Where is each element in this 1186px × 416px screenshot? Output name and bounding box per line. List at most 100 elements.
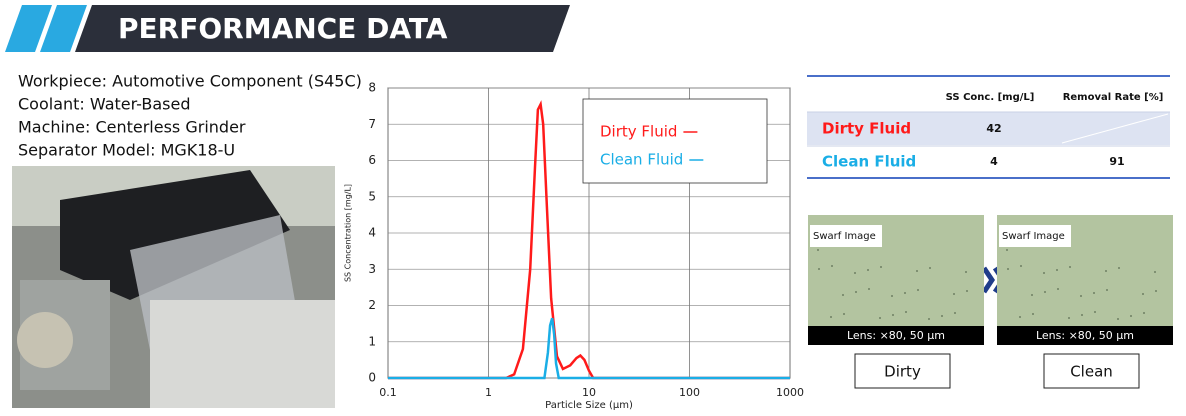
speck	[916, 270, 918, 272]
row-bg	[807, 112, 1170, 145]
row-label: Clean Fluid	[822, 153, 916, 171]
speck	[941, 315, 943, 317]
legend-box	[582, 98, 768, 184]
spec-line: Separator Model: MGK18-U	[18, 141, 235, 160]
speck	[1031, 294, 1033, 296]
speck	[1155, 290, 1157, 292]
speck	[1032, 313, 1034, 315]
speck	[905, 311, 907, 313]
photo	[12, 166, 335, 408]
legend-entry: Dirty Fluid	[600, 123, 677, 141]
x-axis-label: Particle Size (µm)	[545, 400, 633, 411]
speck	[1142, 293, 1144, 295]
y-tick-label: 8	[368, 81, 376, 95]
swarf-label-bg	[999, 225, 1071, 247]
speck	[868, 288, 870, 290]
x-tick-label: 10	[582, 386, 596, 399]
y-tick-label: 6	[368, 153, 376, 167]
speck	[1143, 312, 1145, 314]
speck	[1154, 271, 1156, 273]
header-title: PERFORMANCE DATA	[118, 12, 448, 45]
speck	[1056, 269, 1058, 271]
speck	[1057, 288, 1059, 290]
speck	[880, 266, 882, 268]
stripe	[5, 5, 52, 52]
y-axis-label: SS Concentration [mg/L]	[344, 184, 353, 282]
speck	[1080, 295, 1082, 297]
y-tick-label: 4	[368, 226, 376, 240]
speck	[1105, 270, 1107, 272]
speck	[1093, 292, 1095, 294]
speck	[891, 295, 893, 297]
y-tick-label: 0	[368, 371, 376, 385]
speck	[830, 316, 832, 318]
spec-line: Coolant: Water-Based	[18, 95, 190, 114]
swarf-label: Swarf Image	[813, 231, 876, 242]
swarf-caption: Lens: ×80, 50 µm	[847, 329, 945, 342]
swarf-label-bg	[810, 225, 882, 247]
speck	[855, 291, 857, 293]
speck	[966, 290, 968, 292]
y-tick-label: 5	[368, 189, 376, 203]
speck	[854, 272, 856, 274]
swarf-button-label: Dirty	[884, 363, 921, 381]
swarf-caption: Lens: ×80, 50 µm	[1036, 329, 1134, 342]
spec-line: Machine: Centerless Grinder	[18, 118, 246, 137]
speck	[929, 267, 931, 269]
speck	[843, 313, 845, 315]
cell-slash	[1061, 113, 1169, 144]
y-tick-label: 3	[368, 262, 376, 276]
speck	[1007, 268, 1009, 270]
swarf-button	[1043, 353, 1140, 389]
speck	[817, 249, 819, 251]
header-band	[75, 5, 570, 52]
speck	[1068, 317, 1070, 319]
speck	[917, 289, 919, 291]
speck	[928, 318, 930, 320]
x-tick-label: 100	[679, 386, 700, 399]
speck	[1130, 315, 1132, 317]
x-tick-label: 1000	[776, 386, 804, 399]
caption-bar	[997, 326, 1173, 345]
table-header: SS Conc. [mg/L]	[946, 92, 1035, 103]
speck	[831, 265, 833, 267]
speck	[892, 314, 894, 316]
speck	[1043, 272, 1045, 274]
speck	[1044, 291, 1046, 293]
table-cell: 42	[986, 122, 1001, 135]
speck	[842, 294, 844, 296]
speck	[1081, 314, 1083, 316]
table-cell: 91	[1109, 155, 1124, 168]
speck	[1069, 266, 1071, 268]
speck	[1117, 318, 1119, 320]
speck	[1094, 311, 1096, 313]
y-tick-label: 7	[368, 117, 376, 131]
caption-bar	[808, 326, 984, 345]
x-tick-label: 1	[485, 386, 492, 399]
speck	[1118, 267, 1120, 269]
swarf-button	[854, 353, 951, 389]
speck	[954, 312, 956, 314]
data-line	[388, 100, 790, 380]
speck	[818, 268, 820, 270]
table-cell: 4	[990, 155, 998, 168]
speck	[1106, 289, 1108, 291]
speck	[1006, 249, 1008, 251]
table-header: Removal Rate [%]	[1063, 92, 1164, 103]
y-tick-label: 1	[368, 334, 376, 348]
swarf-label: Swarf Image	[1002, 231, 1065, 242]
speck	[879, 317, 881, 319]
legend-entry: Clean Fluid	[600, 151, 683, 169]
spec-line: Workpiece: Automotive Component (S45C)	[18, 72, 362, 91]
y-tick-label: 2	[368, 298, 376, 312]
speck	[904, 292, 906, 294]
speck	[867, 269, 869, 271]
x-tick-label: 0.1	[379, 386, 397, 399]
speck	[953, 293, 955, 295]
swarf-button-label: Clean	[1070, 363, 1113, 381]
row-label: Dirty Fluid	[822, 120, 911, 138]
speck	[965, 271, 967, 273]
stripe	[40, 5, 87, 52]
data-line	[388, 317, 790, 380]
